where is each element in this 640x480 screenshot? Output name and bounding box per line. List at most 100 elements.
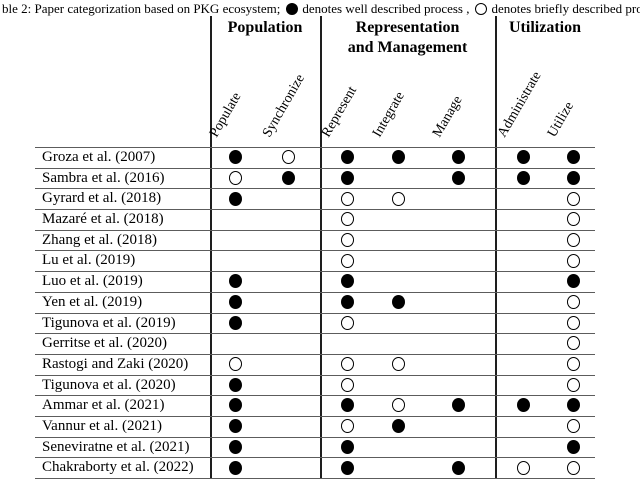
filled-circle-icon xyxy=(286,3,299,15)
filled-circle-icon xyxy=(566,439,580,454)
column-group-header-population: Population xyxy=(210,18,320,38)
open-circle-icon xyxy=(566,212,580,227)
table-column-divider xyxy=(495,16,497,478)
filled-circle-icon xyxy=(340,150,354,165)
row-label: Sambra et al. (2016) xyxy=(42,169,165,186)
filled-circle-icon xyxy=(228,419,242,434)
open-circle-icon xyxy=(566,357,580,372)
table-row-rule xyxy=(35,353,595,355)
open-circle-icon xyxy=(391,398,405,413)
table-row-rule xyxy=(35,436,595,438)
open-circle-icon xyxy=(281,150,295,165)
row-label: Gerritse et al. (2020) xyxy=(42,335,167,352)
row-label: Zhang et al. (2018) xyxy=(42,231,157,248)
caption-brief-text: denotes briefly described process . xyxy=(491,1,640,16)
filled-circle-icon xyxy=(516,150,530,165)
filled-circle-icon xyxy=(228,377,242,392)
table-row-rule xyxy=(35,250,595,252)
filled-circle-icon xyxy=(451,150,465,165)
row-label: Tigunova et al. (2020) xyxy=(42,376,176,393)
open-circle-icon xyxy=(566,295,580,309)
filled-circle-icon xyxy=(391,419,405,434)
group-header-line: and Management xyxy=(347,39,468,56)
row-label: Tigunova et al. (2019) xyxy=(42,314,176,331)
table-column-divider xyxy=(320,16,322,478)
open-circle-icon xyxy=(391,191,405,206)
open-circle-icon xyxy=(340,357,354,372)
filled-circle-icon xyxy=(281,170,295,185)
table-row-rule xyxy=(35,478,595,479)
filled-circle-icon xyxy=(340,398,354,413)
table-row-rule xyxy=(35,374,595,376)
table-row-rule xyxy=(35,147,595,148)
table-column-divider xyxy=(210,16,212,478)
filled-circle-icon xyxy=(451,460,465,475)
filled-circle-icon xyxy=(566,274,580,289)
column-header-synchronize: Synchronize xyxy=(260,71,308,140)
table-row-rule xyxy=(35,209,595,211)
table-row-rule xyxy=(35,188,595,190)
open-circle-icon xyxy=(566,191,580,206)
open-circle-icon xyxy=(566,377,580,392)
group-header-line: Utilization xyxy=(509,19,581,36)
group-header-line: Population xyxy=(227,19,303,36)
caption-prefix-text: ble 2: Paper categorization based on PKG… xyxy=(2,1,281,16)
filled-circle-icon xyxy=(340,170,354,185)
column-header-populate: Populate xyxy=(207,90,245,140)
filled-circle-icon xyxy=(228,150,242,165)
filled-circle-icon xyxy=(340,295,354,309)
open-circle-icon xyxy=(340,191,354,206)
column-header-administrate: Administrate xyxy=(495,69,545,140)
row-label: Ammar et al. (2021) xyxy=(42,397,165,414)
open-circle-icon xyxy=(566,336,580,351)
table-row-rule xyxy=(35,333,595,335)
filled-circle-icon xyxy=(228,460,242,475)
open-circle-icon xyxy=(391,357,405,372)
open-circle-icon xyxy=(516,460,530,475)
column-header-integrate: Integrate xyxy=(370,89,408,140)
filled-circle-icon xyxy=(228,398,242,413)
row-label: Luo et al. (2019) xyxy=(42,273,143,290)
row-label: Gyrard et al. (2018) xyxy=(42,190,162,207)
column-group-header-utilization: Utilization xyxy=(495,18,595,38)
open-circle-icon xyxy=(340,419,354,434)
row-label: Seneviratne et al. (2021) xyxy=(42,438,190,455)
table-row-rule xyxy=(35,271,595,273)
filled-circle-icon xyxy=(516,170,530,185)
row-label: Lu et al. (2019) xyxy=(42,252,136,269)
column-group-header-representation-and-management: Representation and Management xyxy=(320,18,495,58)
column-header-utilize: Utilize xyxy=(545,99,578,140)
open-circle-icon xyxy=(566,419,580,434)
open-circle-icon xyxy=(228,170,242,185)
filled-circle-icon xyxy=(451,398,465,413)
filled-circle-icon xyxy=(391,150,405,165)
group-header-line: Representation xyxy=(355,19,460,36)
filled-circle-icon xyxy=(228,439,242,454)
open-circle-icon xyxy=(340,377,354,392)
filled-circle-icon xyxy=(228,295,242,309)
table-caption: ble 2: Paper categorization based on PKG… xyxy=(2,1,640,17)
filled-circle-icon xyxy=(228,274,242,289)
column-header-represent: Represent xyxy=(319,84,360,140)
table-row-rule xyxy=(35,167,595,169)
table-row-rule xyxy=(35,415,595,417)
filled-circle-icon xyxy=(566,170,580,185)
open-circle-icon xyxy=(340,232,354,247)
open-circle-icon xyxy=(475,3,488,15)
row-label: Mazaré et al. (2018) xyxy=(42,211,164,228)
filled-circle-icon xyxy=(228,315,242,330)
table-row-rule xyxy=(35,312,595,314)
open-circle-icon xyxy=(340,212,354,227)
open-circle-icon xyxy=(340,253,354,268)
column-header-manage: Manage xyxy=(430,93,466,140)
row-label: Chakraborty et al. (2022) xyxy=(42,459,194,476)
open-circle-icon xyxy=(340,315,354,330)
filled-circle-icon xyxy=(566,150,580,165)
open-circle-icon xyxy=(566,460,580,475)
filled-circle-icon xyxy=(391,295,405,309)
filled-circle-icon xyxy=(340,274,354,289)
filled-circle-icon xyxy=(228,191,242,206)
filled-circle-icon xyxy=(516,398,530,413)
row-label: Rastogi and Zaki (2020) xyxy=(42,355,189,372)
